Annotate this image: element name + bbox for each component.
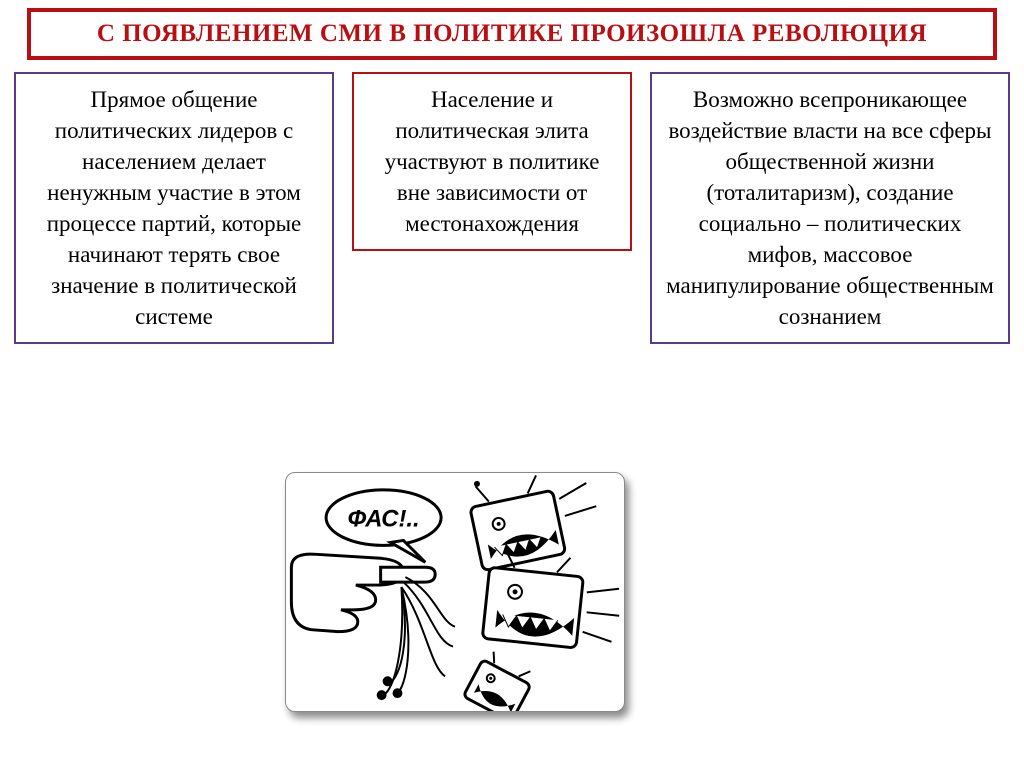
card-middle: Население и политическая элита участвуют… — [352, 72, 632, 251]
tv-monster-1 — [465, 473, 605, 571]
card-right: Возможно всепроникающее воздействие влас… — [650, 72, 1010, 344]
title-box: С ПОЯВЛЕНИЕМ СМИ В ПОЛИТИКЕ ПРОИЗОШЛА РЕ… — [27, 8, 997, 60]
speech-bubble: ФАС!.. — [326, 490, 441, 562]
cards-row: Прямое общение политических лидеров с на… — [14, 72, 1010, 344]
card-left: Прямое общение политических лидеров с на… — [14, 72, 334, 344]
leash-cables — [378, 577, 455, 699]
illustration-cartoon: ФАС!.. — [285, 472, 625, 712]
tv-monster-3 — [463, 649, 536, 711]
page-title: С ПОЯВЛЕНИЕМ СМИ В ПОЛИТИКЕ ПРОИЗОШЛА РЕ… — [51, 20, 973, 48]
bubble-caption: ФАС!.. — [348, 506, 420, 533]
